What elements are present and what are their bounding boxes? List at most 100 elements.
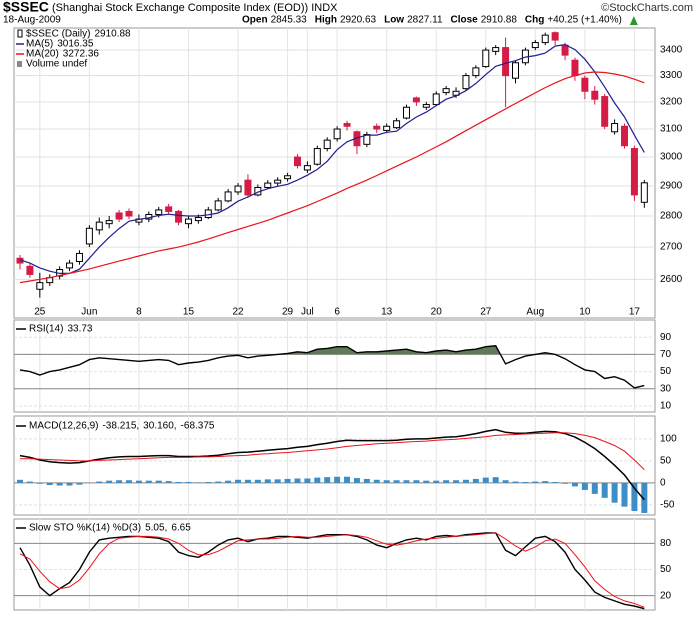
legend-text: 2910.88 [94,29,131,40]
y-tick-label: 70 [660,349,672,360]
histogram-bar [591,482,598,494]
y-tick-label: 3000 [660,152,683,163]
histogram-bar [324,477,331,483]
candle-body [442,88,450,94]
x-tick-label: 13 [381,307,393,318]
histogram-bar [443,480,450,483]
y-tick-label: 10 [660,401,672,412]
candle-body [561,44,569,56]
y-tick-label: 30 [660,383,672,394]
candle-body [224,191,232,202]
histogram-bar [522,482,529,483]
y-tick-label: 100 [660,434,677,445]
indicator-line [19,532,645,608]
histogram-bar [96,481,103,483]
candle-body [541,34,549,44]
candle-body [581,77,589,92]
histogram-bar [373,479,380,483]
histogram-bar [621,482,628,507]
histogram-bar [254,479,261,483]
histogram-bar [76,482,83,485]
credit: ©StockCharts.com [601,2,693,14]
x-tick-label: 8 [136,307,142,318]
rsi-fill [277,345,556,355]
histogram-bar [601,482,608,498]
y-tick-label: 2800 [660,211,683,222]
candle-body [155,209,163,215]
candle-body [343,123,351,127]
candle-body [601,96,609,127]
legend-text: RSI(14) [29,324,63,335]
histogram-bar [562,482,569,484]
candle-body [393,120,401,129]
legend-text: 3272.36 [63,49,100,60]
histogram-bar [552,482,559,483]
x-tick-label: Aug [526,307,544,318]
candle-body [621,125,629,147]
histogram-bar [314,477,321,483]
x-tick-label: Jul [301,307,314,318]
x-tick-label: 29 [282,307,294,318]
candle-body [75,252,83,262]
candle-body [551,32,559,41]
y-tick-label: 2700 [660,242,683,253]
histogram-bar [225,480,232,483]
histogram-bar [353,478,360,483]
legend-text: -68.375 [181,421,215,432]
candle-body [333,128,341,140]
histogram-bar [581,482,588,490]
symbol: $SSEC [3,0,49,15]
price-panel [13,27,656,319]
histogram-bar [175,482,182,483]
y-tick-label: 90 [660,332,672,343]
quote-label: Low [384,15,404,26]
histogram-bar [393,480,400,483]
x-tick-label: 17 [629,307,641,318]
histogram-bar [46,482,53,486]
x-tick-label: 6 [334,307,340,318]
candle-body [26,265,34,275]
histogram-bar [532,481,539,483]
quote-label: Chg [525,15,544,26]
x-tick-label: 27 [480,307,492,318]
histogram-bar [185,482,192,483]
y-tick-label: 2900 [660,181,683,192]
macd-line [19,428,645,501]
candle-body [95,221,103,231]
candle-body [284,175,292,180]
x-tick-label: Jun [81,307,97,318]
histogram-bar [631,482,638,512]
legend-text: 5.05, [145,523,167,534]
legend-icon [17,61,22,67]
legend-text: Slow STO %K(14) %D(3) [29,523,141,534]
histogram-bar [453,480,460,483]
candle-body [85,227,93,245]
candle-body [571,59,579,77]
candle-body [313,148,321,165]
histogram-bar [17,479,23,483]
candle-body [452,90,460,96]
candle-body [383,125,391,131]
candle-body [323,139,331,150]
histogram-bar [472,478,479,483]
quote-date: 18-Aug-2009 [3,15,61,26]
histogram-bar [26,481,33,483]
indicator-line [19,345,645,389]
histogram-bar [205,482,212,483]
macd-panel [13,415,656,516]
candle-body [412,97,420,103]
x-tick-label: 15 [183,307,195,318]
histogram-bar [264,479,271,483]
y-tick-label: -50 [660,500,675,511]
histogram-bar [433,480,440,483]
quote-value: 2920.63 [340,15,377,26]
candle-body [432,93,440,106]
y-tick-label: 20 [660,590,672,601]
histogram-bar [383,480,390,483]
histogram-bar [274,479,281,483]
candle-body [482,49,490,68]
histogram-bar [482,477,489,483]
histogram-bar [244,479,251,483]
histogram-bar [423,480,430,483]
histogram-bar [413,480,420,483]
